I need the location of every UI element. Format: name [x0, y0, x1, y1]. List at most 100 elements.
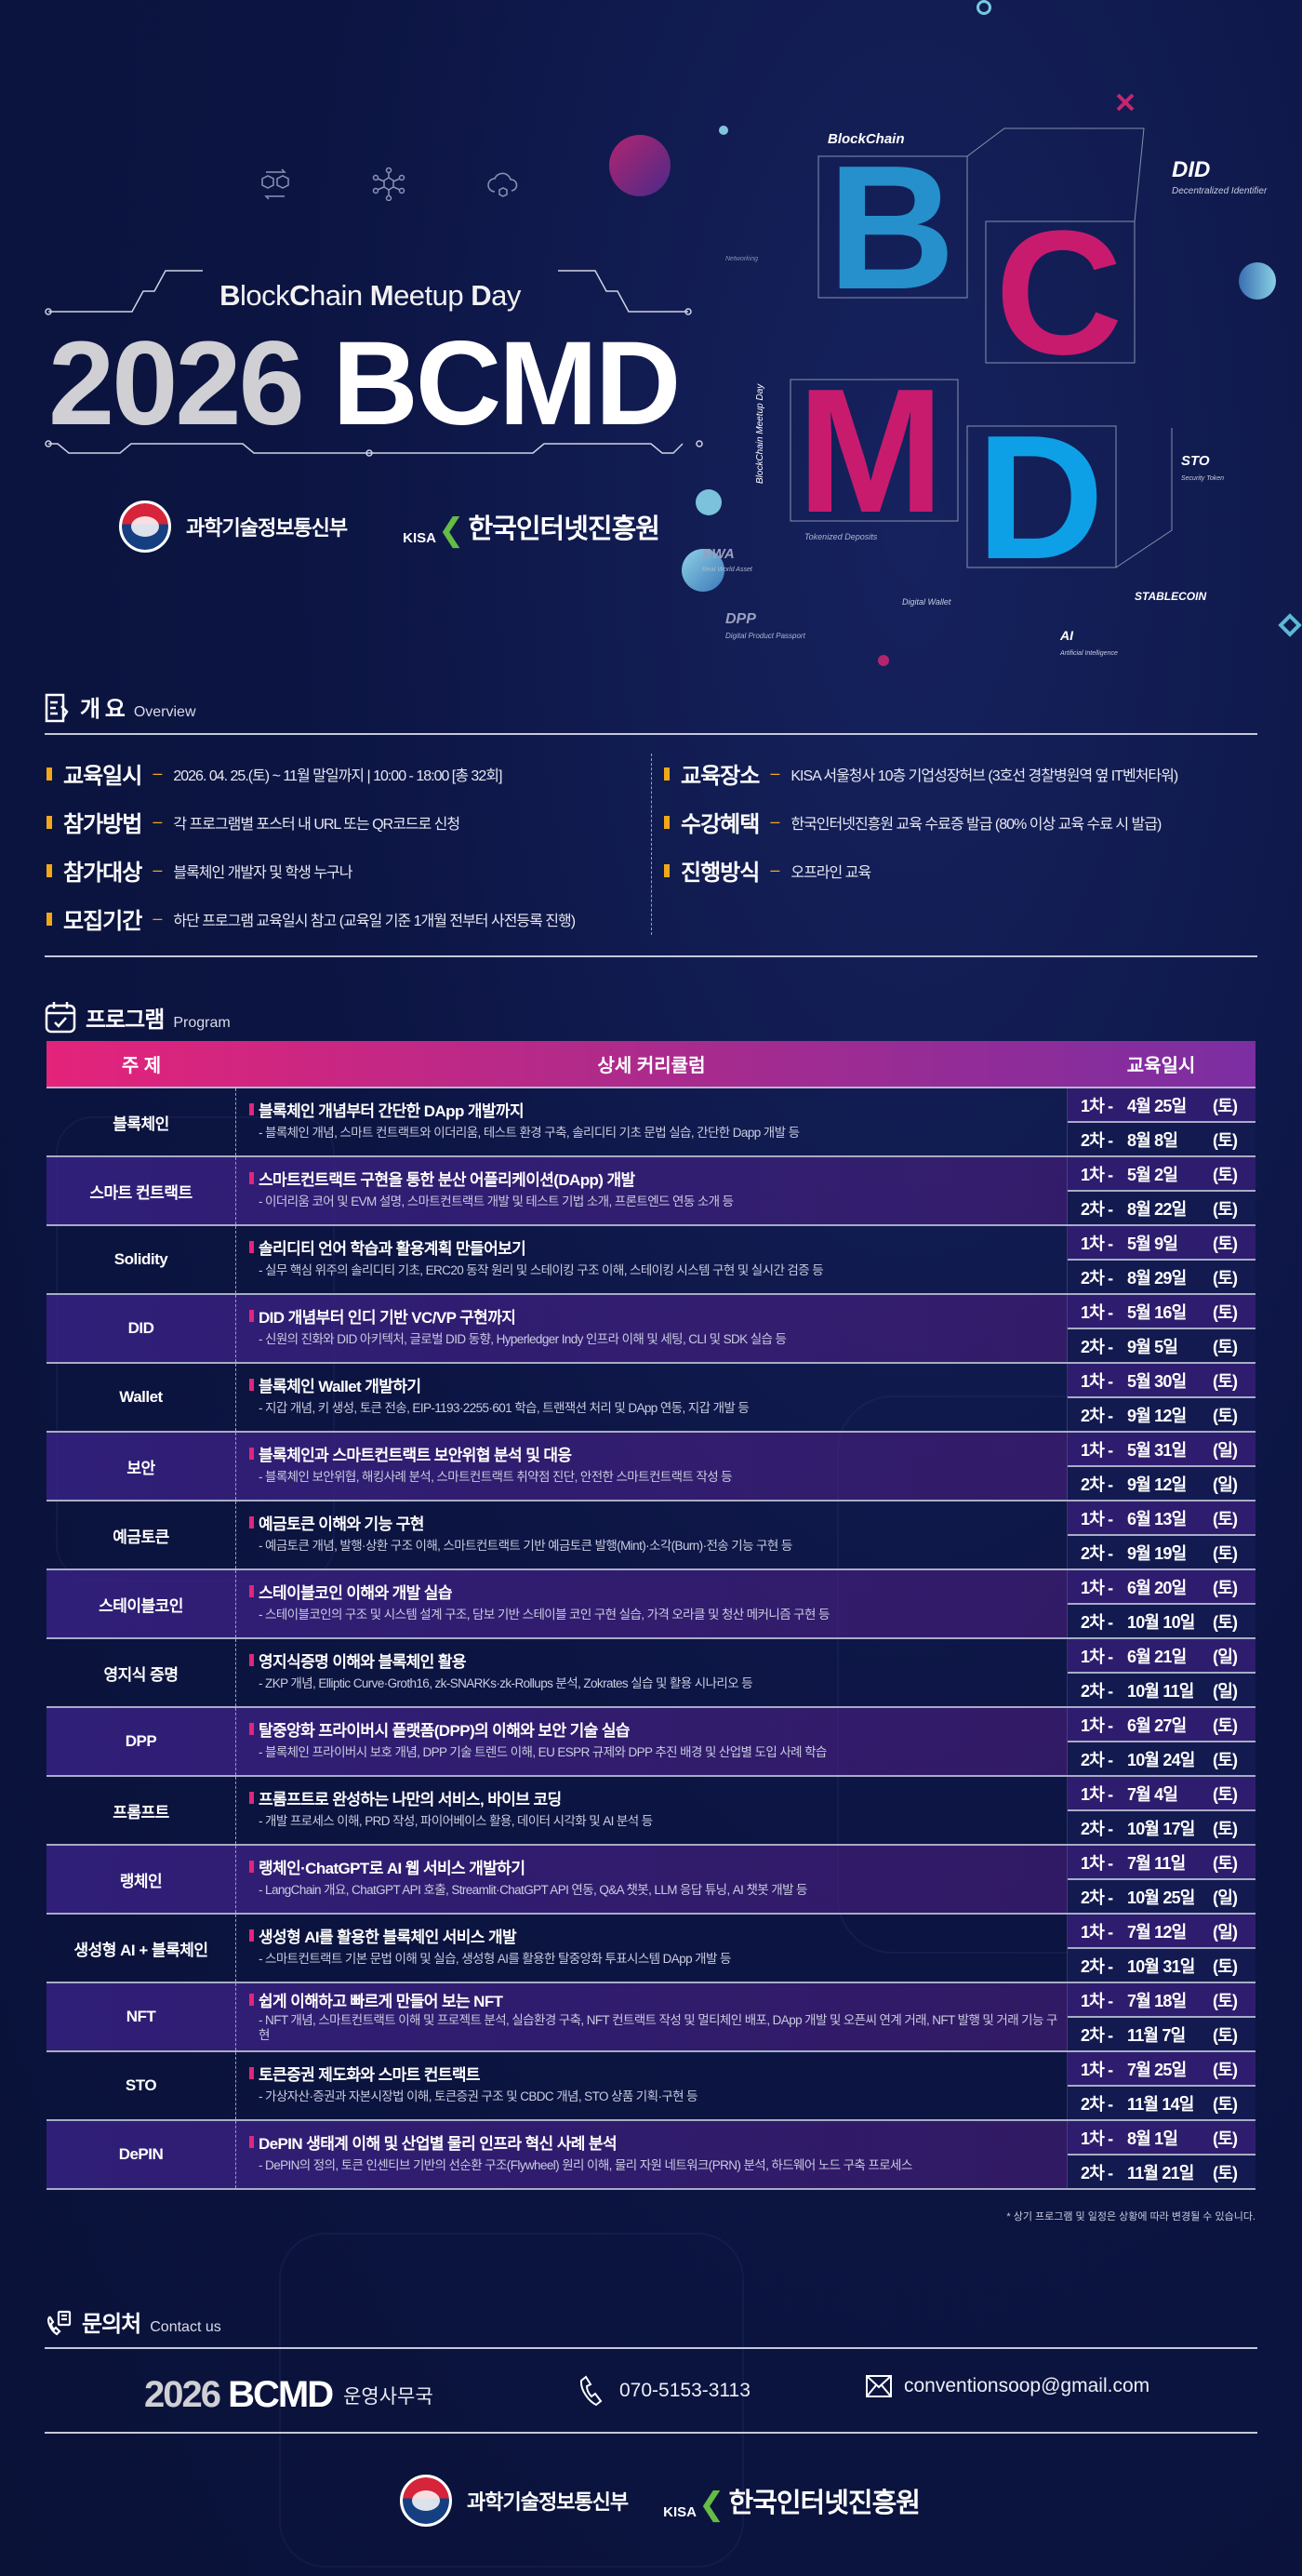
overview-value: 블록체인 개발자 및 학생 누구나: [173, 864, 352, 881]
schedule-cell: 1차 -5월 16일 (토) 2차 -9월 5일 (토): [1067, 1295, 1256, 1362]
email-link[interactable]: conventionsoop@gmail.com: [904, 2375, 1150, 2396]
government-emblem-icon: [400, 2475, 452, 2527]
topic-cell: NFT: [46, 1983, 236, 2050]
ministry-logo-text: 과학기술정보통신부: [467, 2490, 629, 2514]
overview-item: 참가대상 – 블록체인 개발자 및 학생 누구나: [46, 854, 353, 887]
overview-value: 하단 프로그램 교육일시 참고 (교육일 기준 1개월 전부터 사전등록 진행): [173, 913, 576, 929]
program-heading: 프로그램 Program: [45, 1000, 231, 1034]
circuit-decoration: [279, 2233, 744, 2568]
kisa-logo: KISA ❮ 한국인터넷진흥원: [403, 513, 660, 548]
schedule-cell: 1차 -7월 11일 (토) 2차 -10월 25일 (일): [1067, 1846, 1256, 1913]
course-title: 프롬프트로 완성하는 나만의 서비스, 바이브 코딩: [249, 1786, 1067, 1809]
graphic-label: DPP: [725, 611, 756, 627]
schedule-date: 2차 -10월 25일 (일): [1068, 1880, 1256, 1913]
document-icon: [45, 693, 69, 723]
phone-link[interactable]: 070-5153-3113: [619, 2380, 751, 2401]
schedule-date: 1차 -7월 18일 (토): [1068, 1983, 1256, 2018]
kisa-mark-icon: ❮: [438, 513, 465, 548]
table-row: 예금토큰 예금토큰 이해와 기능 구현 - 예금토큰 개념, 발행·상환 구조 이…: [46, 1502, 1256, 1570]
graphic-label: Security Token: [1181, 475, 1224, 482]
overview-value: 2026. 04. 25.(토) ~ 11월 말일까지 | 10:00 - 18…: [173, 767, 502, 784]
graphic-label: STO: [1181, 453, 1210, 469]
table-row: DePIN DePIN 생태계 이해 및 산업별 물리 인프라 혁신 사례 분석…: [46, 2121, 1256, 2190]
curriculum-cell: 쉽게 이해하고 빠르게 만들어 보는 NFT - NFT 개념, 스마트컨트랙트 …: [236, 1983, 1067, 2050]
course-description: - 개발 프로세스 이해, PRD 작성, 파이어베이스 활용, 데이터 시각화…: [259, 1814, 653, 1828]
title-frame-lines: [45, 270, 703, 457]
schedule-date: 2차 -8월 8일 (토): [1068, 1123, 1256, 1155]
topic-cell: 랭체인: [46, 1846, 236, 1913]
bullet-icon: [46, 912, 52, 926]
curriculum-cell: 블록체인과 스마트컨트랙트 보안위협 분석 및 대응 - 블록체인 보안위협, 해…: [236, 1433, 1067, 1500]
schedule-date: 2차 -9월 19일 (토): [1068, 1536, 1256, 1568]
topic-cell: DID: [46, 1295, 236, 1362]
graphic-label: Digital Wallet: [902, 597, 951, 607]
bcmd-logo: 2026 BCMD: [144, 2374, 334, 2415]
overview-item: 모집기간 – 하단 프로그램 교육일시 참고 (교육일 기준 1개월 전부터 사전등…: [46, 902, 576, 935]
overview-label: 진행방식: [681, 861, 760, 886]
table-row: 영지식 증명 영지식증명 이해와 블록체인 활용 - ZKP 개념, Ellipt…: [46, 1639, 1256, 1708]
graphic-label: BlockChain: [828, 131, 905, 147]
overview-value: KISA 서울청사 10층 기업성장허브 (3호선 경찰병원역 옆 IT벤처타워…: [790, 767, 1178, 784]
schedule-date: 1차 -8월 1일 (토): [1068, 2121, 1256, 2156]
topic-cell: STO: [46, 2052, 236, 2119]
schedule-date: 2차 -10월 24일 (토): [1068, 1742, 1256, 1775]
course-description: - 스마트컨트랙트 기본 문법 이해 및 실습, 생성형 AI를 활용한 탈중앙…: [259, 1952, 731, 1966]
divider: [45, 2347, 1257, 2349]
decor-x-icon: [1116, 93, 1135, 112]
overview-label: 참가대상: [63, 861, 142, 886]
course-description: - 스테이블코인의 구조 및 시스템 설계 구조, 담보 기반 스테이블 코인 …: [259, 1608, 830, 1622]
graphic-letter-c: C: [995, 194, 1123, 392]
course-title: 탈중앙화 프라이버시 플랫폼(DPP)의 이해와 보안 기술 실습: [249, 1717, 1067, 1741]
schedule-cell: 1차 -5월 30일 (토) 2차 -9월 12일 (토): [1067, 1364, 1256, 1431]
course-title: DID 개념부터 인디 기반 VC/VP 구현까지: [249, 1304, 1067, 1328]
bullet-icon: [664, 815, 670, 829]
course-title: 영지식증명 이해와 블록체인 활용: [249, 1648, 1067, 1672]
course-title: 스테이블코인 이해와 개발 실습: [249, 1580, 1067, 1603]
blocks-exchange-icon: [261, 168, 289, 200]
topic-cell: 예금토큰: [46, 1502, 236, 1568]
course-description: - 실무 핵심 위주의 솔리디티 기초, ERC20 동작 원리 및 스테이킹 …: [259, 1263, 824, 1277]
schedule-cell: 1차 -6월 20일 (토) 2차 -10월 10일 (토): [1067, 1570, 1256, 1637]
graphic-label: Digital Product Passport: [725, 632, 806, 640]
schedule-date: 2차 -10월 10일 (토): [1068, 1605, 1256, 1637]
topic-cell: 블록체인: [46, 1088, 236, 1155]
government-emblem-icon: [119, 501, 171, 553]
kisa-logo: KISA ❮ 한국인터넷진흥원: [663, 2487, 921, 2522]
graphic-label: Decentralized Identifier: [1172, 186, 1268, 196]
table-row: STO 토큰증권 제도화와 스마트 컨트랙트 - 가상자산·증권과 자본시장법 이…: [46, 2052, 1256, 2121]
curriculum-cell: 스마트컨트랙트 구현을 통한 분산 어플리케이션(DApp) 개발 - 이더리움 …: [236, 1157, 1067, 1224]
overview-value: 각 프로그램별 포스터 내 URL 또는 QR코드로 신청: [173, 816, 460, 833]
table-header: 주 제 상세 커리큘럼 교육일시: [46, 1041, 1256, 1088]
schedule-date: 2차 -11월 7일 (토): [1068, 2018, 1256, 2050]
cloud-block-icon: [487, 172, 518, 197]
course-description: - 지갑 개념, 키 생성, 토큰 전송, EIP-1193·2255·601 …: [259, 1401, 750, 1415]
schedule-date: 2차 -11월 14일 (토): [1068, 2087, 1256, 2119]
schedule-date: 2차 -11월 21일 (토): [1068, 2156, 1256, 2188]
curriculum-cell: DID 개념부터 인디 기반 VC/VP 구현까지 - 신원의 진화와 DID 아…: [236, 1295, 1067, 1362]
graphic-label: DID: [1172, 157, 1210, 182]
table-row: 보안 블록체인과 스마트컨트랙트 보안위협 분석 및 대응 - 블록체인 보안위협…: [46, 1433, 1256, 1502]
table-row: DPP 탈중앙화 프라이버시 플랫폼(DPP)의 이해와 보안 기술 실습 - 블…: [46, 1708, 1256, 1777]
schedule-date: 2차 -8월 22일 (토): [1068, 1192, 1256, 1224]
course-title: 블록체인 Wallet 개발하기: [249, 1373, 1067, 1396]
course-title: 블록체인과 스마트컨트랙트 보안위협 분석 및 대응: [249, 1442, 1067, 1465]
decor-circle: [976, 0, 991, 15]
header-curriculum: 상세 커리큘럼: [597, 1056, 706, 1076]
topic-cell: 생성형 AI + 블록체인: [46, 1915, 236, 1982]
graphic-label: Artificial Intelligence: [1059, 650, 1118, 657]
bullet-icon: [664, 767, 670, 781]
schedule-cell: 1차 -5월 31일 (일) 2차 -9월 12일 (일): [1067, 1433, 1256, 1500]
course-description: - 블록체인 개념, 스마트 컨트랙트와 이더리움, 테스트 환경 구축, 솔리…: [259, 1126, 800, 1140]
topic-cell: 스마트 컨트랙트: [46, 1157, 236, 1224]
schedule-cell: 1차 -6월 13일 (토) 2차 -9월 19일 (토): [1067, 1502, 1256, 1568]
divider: [45, 733, 1257, 735]
hero-tagline: BlockChain Meetup Day: [219, 279, 521, 312]
schedule-date: 2차 -10월 31일 (토): [1068, 1949, 1256, 1982]
topic-cell: DPP: [46, 1708, 236, 1775]
curriculum-cell: 랭체인·ChatGPT로 AI 웹 서비스 개발하기 - LangChain 개요…: [236, 1846, 1067, 1913]
decor-circle: [682, 549, 724, 592]
curriculum-cell: 솔리디티 언어 학습과 활용계획 만들어보기 - 실무 핵심 위주의 솔리디티 기…: [236, 1226, 1067, 1293]
course-description: - NFT 개념, 스마트컨트랙트 이해 및 프로젝트 분석, 실습환경 구축,…: [259, 2013, 1057, 2042]
course-title: 예금토큰 이해와 기능 구현: [249, 1511, 1067, 1534]
contact-email: conventionsoop@gmail.com: [865, 2374, 1149, 2398]
